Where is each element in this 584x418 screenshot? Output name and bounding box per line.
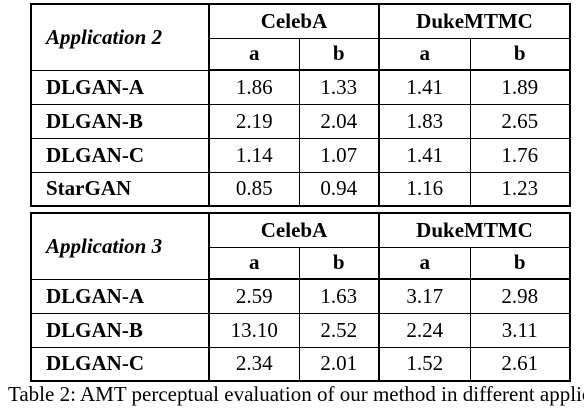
subcolumn-header: b [298, 246, 380, 280]
table-cell: 1.16 [378, 171, 471, 207]
table-cell: 2.52 [298, 312, 380, 348]
table-cell: 2.01 [298, 346, 380, 382]
subcolumn-header: b [469, 37, 572, 71]
results-table-application-3: Application 3 CelebA DukeMTMC a b a b DL… [30, 212, 572, 382]
table-cell: 3.11 [469, 312, 572, 348]
table-cell: 1.89 [469, 69, 572, 105]
table-cell: 1.33 [298, 69, 380, 105]
method-name: DLGAN-A [30, 69, 210, 105]
table-cell: 0.85 [208, 171, 300, 207]
table-row: DLGAN-A 1.86 1.33 1.41 1.89 [30, 69, 572, 105]
table-cell: 1.41 [378, 69, 471, 105]
table-cell: 1.14 [208, 137, 300, 173]
dataset-header-celeba: CelebA [208, 3, 380, 39]
method-name: DLGAN-C [30, 346, 210, 382]
table-cell: 1.23 [469, 171, 572, 207]
method-name: DLGAN-B [30, 103, 210, 139]
application-label: Application 3 [30, 212, 210, 280]
table-cell: 2.98 [469, 278, 572, 314]
table-row: DLGAN-C 1.14 1.07 1.41 1.76 [30, 137, 572, 173]
subcolumn-header: a [378, 37, 471, 71]
table-row: StarGAN 0.85 0.94 1.16 1.23 [30, 171, 572, 207]
subcolumn-header: b [298, 37, 380, 71]
results-table-application-2: Application 2 CelebA DukeMTMC a b a b DL… [30, 3, 572, 207]
table-cell: 2.19 [208, 103, 300, 139]
table-row: DLGAN-B 13.10 2.52 2.24 3.11 [30, 312, 572, 348]
table-cell: 2.04 [298, 103, 380, 139]
table-cell: 1.52 [378, 346, 471, 382]
table-cell: 13.10 [208, 312, 300, 348]
table-cell: 1.41 [378, 137, 471, 173]
table-row: DLGAN-C 2.34 2.01 1.52 2.61 [30, 346, 572, 382]
method-name: DLGAN-C [30, 137, 210, 173]
table-cell: 0.94 [298, 171, 380, 207]
table-row: DLGAN-A 2.59 1.63 3.17 2.98 [30, 278, 572, 314]
table-cell: 1.83 [378, 103, 471, 139]
subcolumn-header: a [208, 37, 300, 71]
method-name: DLGAN-B [30, 312, 210, 348]
table-cell: 1.86 [208, 69, 300, 105]
method-name: StarGAN [30, 171, 210, 207]
subcolumn-header: a [208, 246, 300, 280]
application-label: Application 2 [30, 3, 210, 71]
table-cell: 1.63 [298, 278, 380, 314]
method-name: DLGAN-A [30, 278, 210, 314]
dataset-header-celeba: CelebA [208, 212, 380, 248]
table-cell: 2.61 [469, 346, 572, 382]
table-cell: 2.59 [208, 278, 300, 314]
table-cell: 1.07 [298, 137, 380, 173]
table-row: DLGAN-B 2.19 2.04 1.83 2.65 [30, 103, 572, 139]
dataset-header-dukemtmc: DukeMTMC [377, 212, 572, 248]
table-caption: Table 2: AMT perceptual evaluation of ou… [8, 382, 584, 406]
table-cell: 2.65 [469, 103, 572, 139]
subcolumn-header: a [378, 246, 471, 280]
table-cell: 3.17 [378, 278, 471, 314]
table-cell: 2.24 [378, 312, 471, 348]
dataset-header-dukemtmc: DukeMTMC [377, 3, 572, 39]
subcolumn-header: b [469, 246, 572, 280]
table-cell: 2.34 [208, 346, 300, 382]
table-cell: 1.76 [469, 137, 572, 173]
